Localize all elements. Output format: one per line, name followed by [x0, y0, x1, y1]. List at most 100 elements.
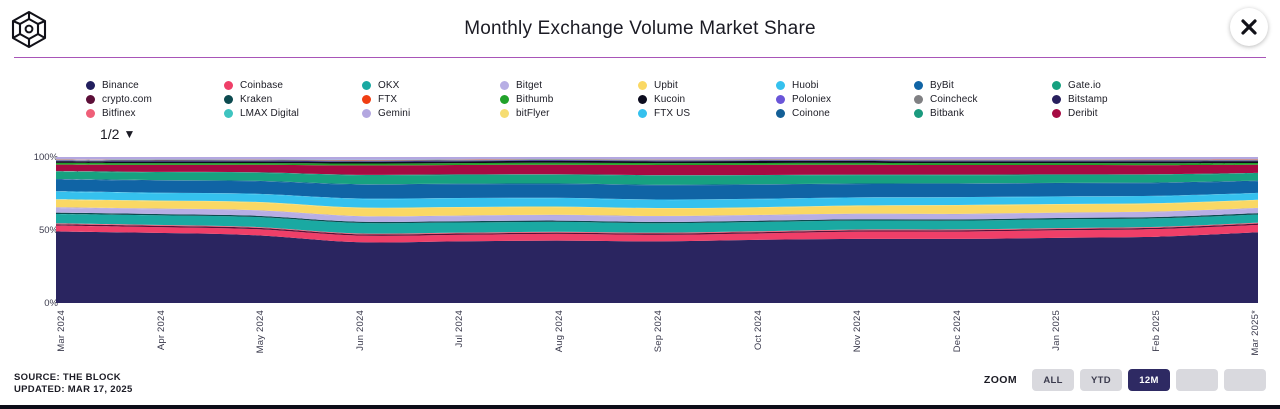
area-band [56, 160, 1258, 162]
legend-item-label: crypto.com [102, 93, 152, 105]
legend-item-coincheck[interactable]: Coincheck [914, 92, 1052, 106]
x-axis-tick: May 2024 [255, 310, 266, 354]
legend-item-bitstamp[interactable]: Bitstamp [1052, 92, 1190, 106]
legend-column: Bitget Bithumb bitFlyer [500, 78, 638, 121]
x-axis: Mar 2024 Apr 2024 May 2024 Jun 2024 Jul 2024… [56, 310, 1261, 365]
legend-item-gate-io[interactable]: Gate.io [1052, 78, 1190, 92]
legend-item-label: OKX [378, 79, 400, 91]
x-axis-tick: Mar 2024 [56, 310, 67, 352]
legend-swatch-icon [638, 80, 647, 90]
legend-item-label: Bitfinex [102, 107, 136, 119]
legend-item-upbit[interactable]: Upbit [638, 78, 776, 92]
area-band [56, 199, 1258, 217]
stacked-area-chart[interactable] [56, 157, 1258, 303]
legend-item-ftx[interactable]: FTX [362, 92, 500, 106]
legend-item-bitget[interactable]: Bitget [500, 78, 638, 92]
zoom-button-ytd[interactable]: YTD [1080, 369, 1122, 391]
legend-column: OKX FTX Gemini [362, 78, 500, 121]
area-band [56, 160, 1258, 162]
legend-item-bitfinex[interactable]: Bitfinex [86, 106, 224, 120]
legend-swatch-icon [776, 108, 785, 118]
legend-item-bithumb[interactable]: Bithumb [500, 92, 638, 106]
legend-swatch-icon [1052, 80, 1061, 90]
legend-swatch-icon [362, 108, 371, 118]
legend-item-label: Poloniex [792, 93, 832, 105]
legend-swatch-icon [914, 108, 923, 118]
legend-item-lmax-digital[interactable]: LMAX Digital [224, 106, 362, 120]
area-band [56, 223, 1258, 236]
area-band [56, 224, 1258, 243]
legend-item-crypto-com[interactable]: crypto.com [86, 92, 224, 106]
legend-item-binance[interactable]: Binance [86, 78, 224, 92]
area-band [56, 162, 1258, 166]
x-axis-tick: Aug 2024 [553, 310, 565, 353]
legend-item-huobi[interactable]: Huobi [776, 78, 914, 92]
widget-footer: SOURCE: THE BLOCK UPDATED: MAR 17, 2025 … [0, 360, 1280, 405]
y-axis-tick-0: 0% [44, 298, 58, 309]
x-axis-tick: Jan 2025 [1051, 310, 1062, 351]
legend-item-kraken[interactable]: Kraken [224, 92, 362, 106]
legend-item-deribit[interactable]: Deribit [1052, 106, 1190, 120]
zoom-button-empty-4[interactable] [1224, 369, 1266, 391]
legend-swatch-icon [224, 94, 233, 104]
legend-swatch-icon [86, 80, 95, 90]
legend-item-label: Bitget [516, 79, 543, 91]
area-band [56, 164, 1258, 176]
x-axis-tick: Apr 2024 [155, 310, 167, 351]
legend-item-label: LMAX Digital [240, 107, 299, 119]
legend-swatch-icon [776, 94, 785, 104]
legend-item-ftx-us[interactable]: FTX US [638, 106, 776, 120]
page-title: Monthly Exchange Volume Market Share [464, 17, 816, 39]
legend-item-label: Gate.io [1068, 79, 1101, 91]
legend-item-bybit[interactable]: ByBit [914, 78, 1052, 92]
legend-column: ByBit Coincheck Bitbank [914, 78, 1052, 121]
legend-item-okx[interactable]: OKX [362, 78, 500, 92]
area-band [56, 231, 1258, 303]
legend-item-label: Kucoin [654, 93, 686, 105]
x-axis-tick: Jul 2024 [454, 310, 465, 348]
legend-swatch-icon [500, 108, 509, 118]
legend-item-kucoin[interactable]: Kucoin [638, 92, 776, 106]
updated-line: UPDATED: MAR 17, 2025 [14, 384, 133, 395]
legend-item-bitbank[interactable]: Bitbank [914, 106, 1052, 120]
legend-item-label: Bitstamp [1068, 93, 1108, 105]
zoom-button-12m[interactable]: 12M [1128, 369, 1170, 391]
legend-column: Gate.io Bitstamp Deribit [1052, 78, 1190, 121]
legend-swatch-icon [500, 80, 509, 90]
area-band [56, 171, 1258, 176]
area-band [56, 159, 1258, 161]
zoom-button-empty-3[interactable] [1176, 369, 1218, 391]
legend-item-label: Bithumb [516, 93, 554, 105]
legend-column: Binance crypto.com Bitfinex [86, 78, 224, 121]
header-divider [14, 57, 1266, 58]
y-axis-tick-50: 50% [38, 225, 58, 236]
legend-pager[interactable]: 1/2 ▼ [100, 126, 135, 142]
x-axis-tick: Oct 2024 [752, 310, 764, 351]
legend-swatch-icon [362, 94, 371, 104]
legend-item-label: Deribit [1068, 107, 1098, 119]
legend-item-poloniex[interactable]: Poloniex [776, 92, 914, 106]
x-axis-tick: Sep 2024 [653, 310, 664, 353]
legend-pager-label: 1/2 [100, 126, 120, 142]
zoom-button-all[interactable]: ALL [1032, 369, 1074, 391]
area-band [56, 160, 1258, 164]
legend-item-gemini[interactable]: Gemini [362, 106, 500, 120]
legend-item-label: FTX [378, 93, 398, 105]
legend-item-coinone[interactable]: Coinone [776, 106, 914, 120]
legend-item-bitflyer[interactable]: bitFlyer [500, 106, 638, 120]
legend-swatch-icon [638, 108, 647, 118]
x-axis-tick: Mar 2025* [1250, 310, 1261, 356]
legend-item-label: Binance [102, 79, 139, 91]
zoom-control-group: ZOOM ALL YTD 12M [984, 369, 1266, 391]
close-button[interactable] [1230, 8, 1268, 46]
legend-item-label: Kraken [240, 93, 273, 105]
legend-item-coinbase[interactable]: Coinbase [224, 78, 362, 92]
legend-column: Huobi Poloniex Coinone [776, 78, 914, 121]
x-axis-tick: Nov 2024 [852, 310, 863, 353]
area-band [56, 159, 1258, 161]
area-band [56, 191, 1258, 209]
legend-swatch-icon [500, 94, 509, 104]
legend-item-label: Gemini [378, 107, 411, 119]
legend-swatch-icon [86, 94, 95, 104]
